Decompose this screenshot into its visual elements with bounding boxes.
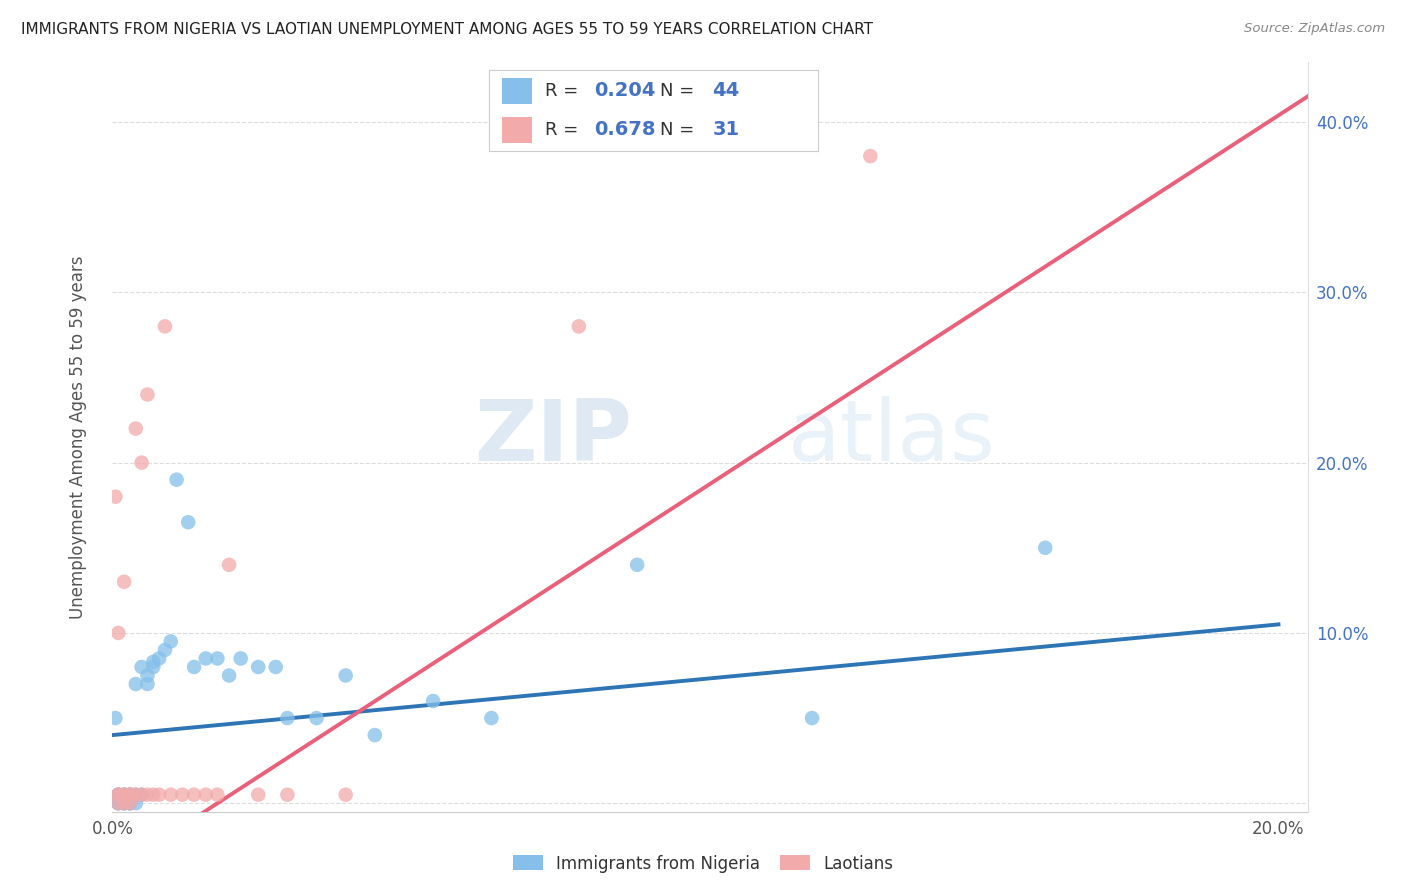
Point bbox=[131, 456, 153, 470]
Point bbox=[107, 788, 129, 802]
Point bbox=[131, 788, 153, 802]
Point bbox=[1033, 541, 1056, 555]
Point bbox=[112, 796, 135, 810]
Point bbox=[422, 694, 444, 708]
Point bbox=[148, 651, 170, 665]
Point bbox=[107, 626, 129, 640]
Point bbox=[177, 515, 200, 529]
Point bbox=[136, 677, 159, 691]
Point bbox=[136, 387, 159, 401]
Point bbox=[218, 668, 240, 682]
Point bbox=[626, 558, 648, 572]
Point bbox=[207, 651, 229, 665]
Point bbox=[159, 788, 181, 802]
Point bbox=[247, 788, 270, 802]
Point bbox=[801, 711, 824, 725]
Point bbox=[104, 490, 127, 504]
Point bbox=[112, 788, 135, 802]
Point bbox=[335, 788, 357, 802]
Text: Source: ZipAtlas.com: Source: ZipAtlas.com bbox=[1244, 22, 1385, 36]
Point bbox=[125, 788, 148, 802]
Point bbox=[568, 319, 591, 334]
Point bbox=[159, 634, 181, 648]
Point bbox=[264, 660, 287, 674]
Point bbox=[183, 788, 205, 802]
Point bbox=[194, 788, 217, 802]
Point bbox=[118, 796, 141, 810]
Text: ZIP: ZIP bbox=[475, 395, 633, 479]
Point bbox=[194, 651, 217, 665]
Point bbox=[142, 655, 165, 669]
Point bbox=[107, 788, 129, 802]
Point bbox=[107, 788, 129, 802]
Point bbox=[107, 796, 129, 810]
Point bbox=[112, 796, 135, 810]
Point bbox=[335, 668, 357, 682]
Point bbox=[229, 651, 252, 665]
Point bbox=[172, 788, 194, 802]
Text: atlas: atlas bbox=[787, 395, 995, 479]
Point bbox=[481, 711, 503, 725]
Point bbox=[125, 677, 148, 691]
Text: IMMIGRANTS FROM NIGERIA VS LAOTIAN UNEMPLOYMENT AMONG AGES 55 TO 59 YEARS CORREL: IMMIGRANTS FROM NIGERIA VS LAOTIAN UNEMP… bbox=[21, 22, 873, 37]
Point bbox=[131, 788, 153, 802]
Point bbox=[142, 660, 165, 674]
Point bbox=[207, 788, 229, 802]
Point bbox=[183, 660, 205, 674]
Point bbox=[118, 796, 141, 810]
Point bbox=[218, 558, 240, 572]
Legend: Immigrants from Nigeria, Laotians: Immigrants from Nigeria, Laotians bbox=[506, 848, 900, 880]
Point bbox=[125, 788, 148, 802]
Point bbox=[107, 796, 129, 810]
Point bbox=[148, 788, 170, 802]
Point bbox=[112, 796, 135, 810]
Point bbox=[107, 788, 129, 802]
Point bbox=[305, 711, 328, 725]
Point bbox=[118, 788, 141, 802]
Point bbox=[118, 796, 141, 810]
Point bbox=[153, 643, 176, 657]
Point bbox=[112, 788, 135, 802]
Point bbox=[153, 319, 176, 334]
Point bbox=[276, 711, 298, 725]
Y-axis label: Unemployment Among Ages 55 to 59 years: Unemployment Among Ages 55 to 59 years bbox=[69, 255, 87, 619]
Point bbox=[125, 421, 148, 435]
Point bbox=[118, 788, 141, 802]
Point bbox=[276, 788, 298, 802]
Point bbox=[112, 574, 135, 589]
Point bbox=[136, 788, 159, 802]
Point bbox=[104, 711, 127, 725]
Point bbox=[107, 796, 129, 810]
Point bbox=[166, 473, 188, 487]
Point bbox=[247, 660, 270, 674]
Point bbox=[118, 788, 141, 802]
Point bbox=[131, 660, 153, 674]
Point bbox=[125, 796, 148, 810]
Point bbox=[112, 788, 135, 802]
Point bbox=[136, 668, 159, 682]
Point bbox=[107, 788, 129, 802]
Point bbox=[364, 728, 387, 742]
Point bbox=[118, 788, 141, 802]
Point bbox=[142, 788, 165, 802]
Point bbox=[859, 149, 882, 163]
